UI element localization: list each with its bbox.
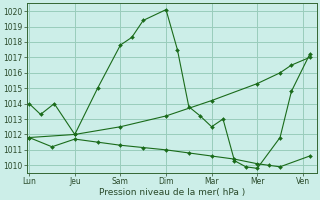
X-axis label: Pression niveau de la mer( hPa ): Pression niveau de la mer( hPa ) [99,188,245,197]
